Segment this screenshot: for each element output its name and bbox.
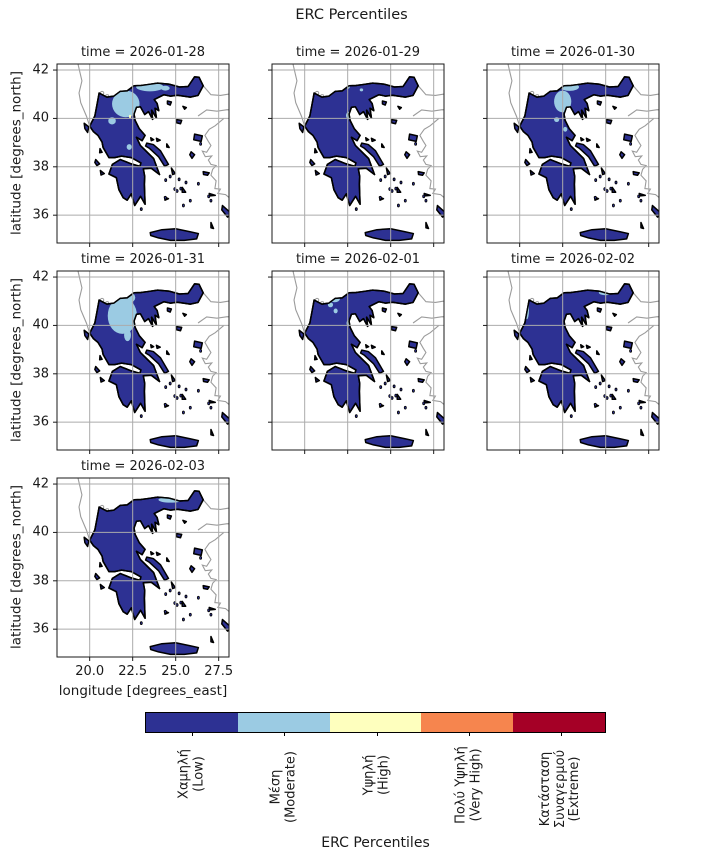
label-line: (High) (375, 754, 391, 796)
facet-panel-2026-01-31: time = 2026-01-31 42 40 38 36 (32, 252, 229, 450)
label-line: (Moderate) (283, 751, 299, 823)
facet-title: time = 2026-01-31 (80, 252, 206, 267)
x-tick-label: 22.5 (118, 664, 148, 679)
facet-panel-2026-02-03: time = 2026-02-03 42 40 38 36 20.0 22.5 … (32, 459, 229, 699)
greece-map (57, 64, 229, 243)
facet-title: time = 2026-01-29 (295, 45, 421, 60)
x-tick-label: 25.0 (161, 664, 191, 679)
facet-panel-2026-01-30: time = 2026-01-30 (487, 45, 659, 243)
y-axis-label: latitude [degrees_north] (8, 71, 25, 235)
greece-map (487, 271, 659, 450)
greece-map (272, 64, 444, 243)
colorbar-tick-label-extreme: Κατάσταση Συναγερμού (Extreme) (538, 749, 583, 829)
y-tick-label: 42 (32, 62, 49, 78)
y-tick-label: 40 (32, 317, 49, 333)
y-tick-label: 36 (32, 207, 49, 223)
colorbar-tick-label-very-high: Πολύ Υψηλή (Very High) (453, 746, 483, 824)
facet-title: time = 2026-01-28 (80, 45, 206, 60)
colorbar-tick-mark (284, 732, 286, 736)
label-line: Υψηλή (360, 754, 376, 796)
colorbar-tick-label-high: Υψηλή (High) (360, 754, 391, 796)
y-tick-label: 36 (32, 414, 49, 430)
facet-panel-2026-02-02: time = 2026-02-02 (487, 252, 659, 450)
y-tick-label: 38 (32, 366, 49, 382)
facet-title: time = 2026-02-01 (295, 252, 421, 267)
y-tick-label: 42 (32, 269, 49, 285)
colorbar-tick-mark (560, 732, 562, 736)
x-axis-label: longitude [degrees_east] (58, 683, 228, 699)
y-tick-label: 36 (32, 621, 49, 637)
colorbar-segment-high (329, 713, 422, 732)
figure-title: ERC Percentiles (295, 7, 408, 23)
colorbar-segment-low (146, 713, 238, 732)
greece-map (57, 271, 229, 450)
facet-title: time = 2026-02-02 (510, 252, 636, 267)
label-line: Πολύ Υψηλή (453, 746, 469, 824)
greece-map (57, 478, 229, 657)
greece-map (272, 271, 444, 450)
colorbar-tick-label-moderate: Μέση (Moderate) (268, 751, 299, 823)
colorbar-segment-extreme (513, 713, 605, 732)
label-line: (Low) (191, 756, 207, 792)
facet-panel-2026-02-01: time = 2026-02-01 (272, 252, 444, 450)
colorbar-segment-moderate (237, 713, 330, 732)
colorbar-title: ERC Percentiles (321, 835, 430, 851)
label-line: Κατάσταση (538, 751, 554, 827)
y-tick-label: 40 (32, 524, 49, 540)
colorbar-tick-mark (192, 732, 194, 736)
facet-panel-2026-01-29: time = 2026-01-29 (272, 45, 444, 243)
label-line: (Extreme) (567, 756, 583, 822)
y-tick-label: 42 (32, 476, 49, 492)
colorbar-tick-mark (468, 732, 470, 736)
colorbar-tick-mark (376, 732, 378, 736)
colorbar-segment-very-high (421, 713, 514, 732)
y-tick-label: 40 (32, 110, 49, 126)
colorbar: Χαμηλή (Low) Μέση (Moderate) Υψηλή (High… (145, 712, 606, 828)
y-tick-label: 38 (32, 159, 49, 175)
label-line: (Very High) (467, 748, 483, 822)
x-tick-label: 27.5 (204, 664, 234, 679)
y-tick-label: 38 (32, 573, 49, 589)
facet-title: time = 2026-01-30 (510, 45, 636, 60)
label-line: Μέση (268, 769, 284, 805)
colorbar-tick-label-low: Χαμηλή (Low) (176, 749, 207, 799)
label-line: Συναγερμού (552, 749, 568, 829)
facet-panel-2026-01-28: time = 2026-01-28 42 40 38 36 (32, 45, 229, 243)
y-axis-label: latitude [degrees_north] (8, 485, 25, 649)
label-line: Χαμηλή (176, 749, 192, 799)
x-tick-label: 20.0 (75, 664, 105, 679)
facet-title: time = 2026-02-03 (80, 459, 206, 474)
greece-map (487, 64, 659, 243)
y-axis-label: latitude [degrees_north] (8, 278, 25, 442)
